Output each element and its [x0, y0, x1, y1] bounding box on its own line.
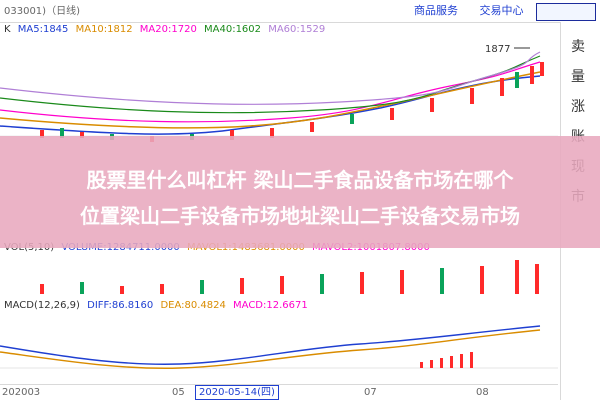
macd-svg: [0, 325, 558, 369]
side-item-change[interactable]: 涨: [571, 99, 585, 115]
volume-bar: [240, 278, 244, 294]
macd-label: MACD(12,26,9): [4, 300, 80, 311]
volume-bar: [480, 266, 484, 294]
macd-legend: MACD(12,26,9) DIFF:86.8160 DEA:80.4824 M…: [4, 300, 312, 311]
volume-bar: [200, 280, 204, 294]
overlay-line-2: 位置梁山二手设备市场地址梁山二手设备交易市场: [80, 204, 520, 228]
volume-bar: [120, 286, 124, 294]
peak-price-label: 1877: [485, 44, 510, 55]
volume-bar: [40, 284, 44, 294]
watermark-logo: ●: [565, 372, 579, 388]
candle-up: [530, 66, 534, 84]
ma20-line: [0, 61, 541, 123]
candle-down: [515, 72, 519, 88]
macd-value: MACD:12.6671: [233, 300, 308, 311]
toolbar-widget[interactable]: [536, 3, 596, 21]
candle-up: [80, 132, 84, 138]
candle-up: [500, 78, 504, 96]
candle-up: [40, 130, 44, 138]
volume-bar: [360, 272, 364, 294]
text-overlay-banner: 股票里什么叫杠杆 梁山二手食品设备市场在哪个 位置梁山二手设备市场地址梁山二手设…: [0, 136, 600, 248]
candle-down: [60, 128, 64, 138]
side-item-sell[interactable]: 卖: [571, 39, 585, 55]
ma20-label: MA20:1720: [139, 24, 197, 35]
ma60-line: [0, 51, 541, 105]
ma10-label: MA10:1812: [75, 24, 133, 35]
volume-bar: [515, 260, 519, 294]
selected-date[interactable]: 2020-05-14(四): [195, 385, 279, 400]
top-bar: 033001)（日线) 商品服务 交易中心: [0, 0, 600, 23]
volume-svg: [40, 260, 539, 294]
tab-commodity-service[interactable]: 商品服务: [414, 4, 458, 17]
diff-value: DIFF:86.8160: [87, 300, 154, 311]
tab-trading-center[interactable]: 交易中心: [479, 4, 524, 17]
overlay-line-1: 股票里什么叫杠杆 梁山二手食品设备市场在哪个: [86, 168, 514, 192]
diff-line: [0, 325, 541, 365]
candle-up: [390, 108, 394, 120]
dea-line: [0, 329, 541, 369]
stock-code: 033001)（日线): [4, 6, 80, 17]
ma60-label: MA60:1529: [268, 24, 326, 35]
candle-up: [230, 130, 234, 140]
macd-histogram: [420, 352, 473, 368]
volume-bar: [535, 264, 539, 294]
macd-bar: [450, 356, 453, 368]
macd-bar: [420, 362, 423, 368]
x-tick-start: 202003: [2, 387, 41, 398]
volume-bars: [40, 260, 539, 294]
candles: [40, 62, 544, 142]
x-axis: 202003 05 07 08: [0, 384, 558, 401]
volume-bar: [160, 284, 164, 294]
side-item-volume[interactable]: 量: [571, 69, 585, 85]
ma40-label: MA40:1602: [204, 24, 262, 35]
kline-label: K: [4, 24, 11, 35]
volume-chart[interactable]: [0, 256, 558, 294]
macd-bar: [440, 358, 443, 368]
x-tick-may: 05: [172, 387, 185, 398]
candle-down: [350, 114, 354, 124]
macd-bar: [460, 354, 463, 368]
candle-up: [430, 98, 434, 112]
ma5-label: MA5:1845: [17, 24, 69, 35]
volume-bar: [80, 282, 84, 294]
macd-chart[interactable]: [0, 316, 558, 384]
candle-up: [270, 128, 274, 138]
macd-bar: [430, 360, 433, 368]
ma-legend: K MA5:1845 MA10:1812 MA20:1720 MA40:1602…: [4, 24, 329, 35]
volume-bar: [320, 274, 324, 294]
top-tabs: 商品服务 交易中心: [414, 2, 542, 18]
volume-bar: [280, 276, 284, 294]
candle-up: [470, 88, 474, 104]
dea-value: DEA:80.4824: [160, 300, 226, 311]
volume-bar: [440, 268, 444, 294]
candle-up: [310, 122, 314, 132]
macd-bar: [470, 352, 473, 368]
volume-bar: [400, 270, 404, 294]
ma10-line: [0, 71, 541, 129]
x-tick-jul: 07: [364, 387, 377, 398]
x-tick-aug: 08: [476, 387, 489, 398]
candle-up: [540, 62, 544, 76]
